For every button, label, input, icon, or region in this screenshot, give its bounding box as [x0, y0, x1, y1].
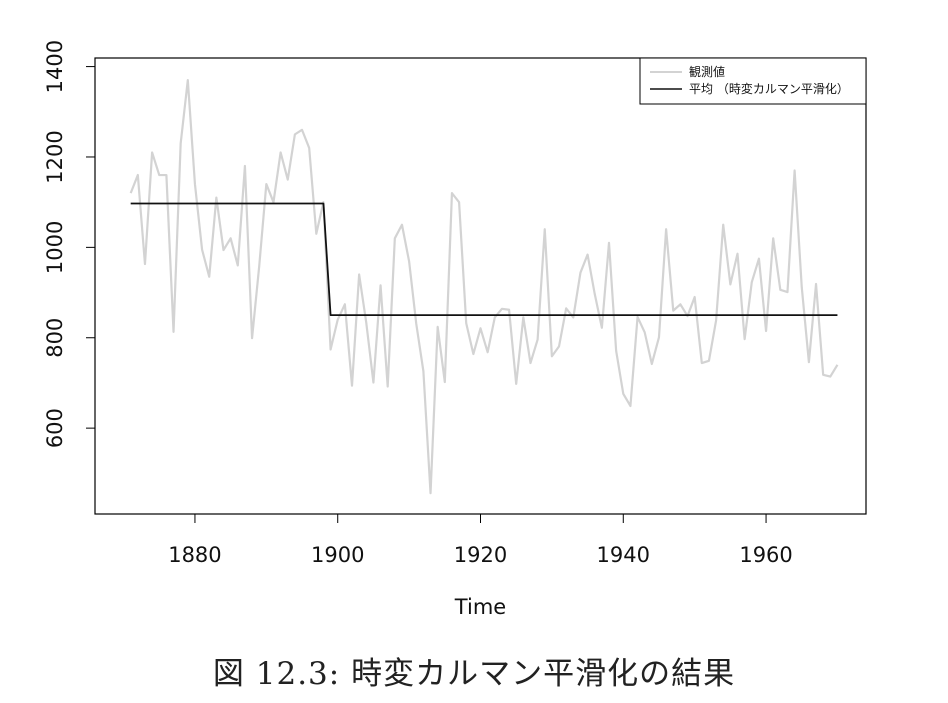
- y-tick-label: 600: [43, 408, 67, 448]
- series-layer: [129, 79, 839, 495]
- legend-label: 観測値: [689, 64, 725, 79]
- y-tick-label: 800: [43, 318, 67, 358]
- line-chart: 1880 1900 1920 1940 1960 600800100012001400 …: [43, 40, 867, 619]
- legend-box: [639, 57, 867, 105]
- y-tick-label: 1200: [43, 130, 67, 183]
- y-tick-label: 1400: [43, 40, 67, 93]
- figure-caption: 図 12.3: 時変カルマン平滑化の結果: [212, 656, 736, 692]
- series-line-smoothed-mean: [130, 202, 838, 317]
- x-tick-label: 1920: [454, 543, 507, 567]
- x-tick-label: 1960: [739, 543, 792, 567]
- x-axis: 1880 1900 1920 1940 1960: [168, 513, 793, 567]
- x-tick-label: 1880: [168, 543, 221, 567]
- x-axis-title: Time: [454, 595, 506, 619]
- x-tick-label: 1900: [311, 543, 364, 567]
- series-line-observed: [129, 79, 839, 495]
- y-tick-label: 1000: [43, 221, 67, 274]
- y-axis: 600 800 1000 1200 1400: [43, 40, 96, 448]
- legend-label: 平均 （時変カルマン平滑化）: [689, 81, 849, 96]
- x-tick-label: 1940: [597, 543, 650, 567]
